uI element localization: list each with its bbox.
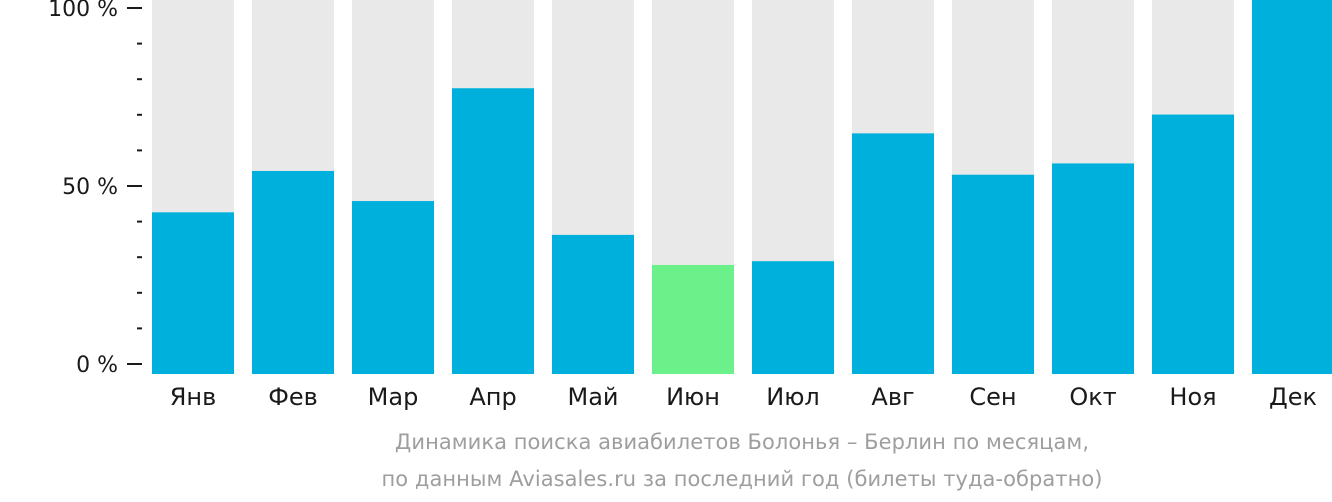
x-tick-label: Ноя — [1169, 383, 1216, 411]
y-tick-label: 50 % — [62, 175, 118, 200]
bars — [152, 0, 1332, 375]
bar — [852, 133, 934, 374]
bar — [752, 261, 834, 374]
y-axis: 0 % 50 % 100 % — [48, 0, 142, 378]
x-tick-label: Окт — [1069, 383, 1116, 411]
x-axis-labels: Янв Фев Мар Апр Май Июн Июл Авг Сен Окт Ноя Дек — [170, 383, 1317, 411]
x-tick-label: Апр — [469, 383, 516, 411]
x-tick-label: Авг — [871, 383, 914, 411]
bar — [152, 212, 234, 374]
x-tick-label: Янв — [170, 383, 217, 411]
bar — [1152, 114, 1234, 374]
bar — [652, 264, 734, 374]
x-tick-label: Дек — [1269, 383, 1317, 411]
x-tick-label: Июн — [666, 383, 720, 411]
bar — [1052, 163, 1134, 374]
chart-caption-line-2: по данным Aviasales.ru за последний год … — [381, 467, 1103, 491]
x-tick-label: Май — [567, 383, 618, 411]
y-tick-label: 0 % — [76, 353, 118, 378]
bar — [252, 170, 334, 374]
x-tick-label: Сен — [969, 383, 1016, 411]
bar — [952, 174, 1034, 374]
x-tick-label: Мар — [368, 383, 419, 411]
y-tick-label: 100 % — [48, 0, 118, 22]
bar — [352, 201, 434, 374]
chart-caption-line-1: Динамика поиска авиабилетов Болонья – Бе… — [394, 430, 1090, 454]
x-tick-label: Фев — [268, 383, 318, 411]
bar-chart: 0 % 50 % 100 % Янв Фев Мар Апр Май Июн Июл Авг Сен… — [48, 0, 1332, 411]
bar — [552, 234, 634, 374]
x-tick-label: Июл — [766, 383, 820, 411]
bar — [1252, 0, 1332, 374]
bar — [452, 88, 534, 375]
